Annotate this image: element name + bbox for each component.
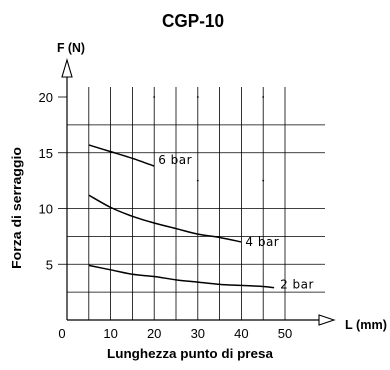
series-label-2-bar: 2 bar bbox=[280, 278, 314, 292]
x-tick-label: 10 bbox=[103, 326, 117, 341]
grid-dot bbox=[262, 179, 265, 182]
y-axis-label: F (N) bbox=[57, 40, 85, 55]
grid bbox=[67, 87, 325, 320]
grid-dot bbox=[262, 96, 265, 98]
series-line-2-bar bbox=[88, 264, 275, 289]
x-tick-label: 20 bbox=[147, 326, 161, 341]
y-axis-title: Forza di serraggio bbox=[9, 147, 24, 269]
y-tick-label: 15 bbox=[39, 146, 53, 161]
series-group: 6 bar 4 bar 2 bar bbox=[88, 144, 314, 292]
series-label-6-bar: 6 bar bbox=[158, 153, 192, 167]
y-tick-label: 20 bbox=[39, 90, 53, 105]
tick-group: 5 10 15 20 0 10 20 30 40 50 bbox=[39, 90, 293, 341]
series-label-4-bar: 4 bar bbox=[245, 235, 279, 249]
grid-dot bbox=[153, 96, 156, 98]
grid-dot bbox=[196, 179, 199, 182]
grid-dot bbox=[196, 96, 199, 98]
x-tick-label: 40 bbox=[234, 326, 248, 341]
chart-title: CGP-10 bbox=[162, 11, 224, 31]
x-tick-label: 50 bbox=[278, 326, 292, 341]
y-tick-label: 10 bbox=[39, 202, 53, 217]
x-axis-label: L (mm) bbox=[345, 317, 387, 332]
series-line-6-bar bbox=[88, 144, 155, 167]
x-tick-label: 30 bbox=[191, 326, 205, 341]
y-tick-label: 5 bbox=[46, 257, 53, 272]
x-axis-title: Lunghezza punto di presa bbox=[107, 346, 274, 361]
x-axis-arrow-icon bbox=[318, 314, 336, 326]
series-line-4-bar bbox=[88, 194, 242, 243]
y-axis-arrow-icon bbox=[61, 58, 73, 78]
x-tick-label: 0 bbox=[58, 326, 65, 341]
